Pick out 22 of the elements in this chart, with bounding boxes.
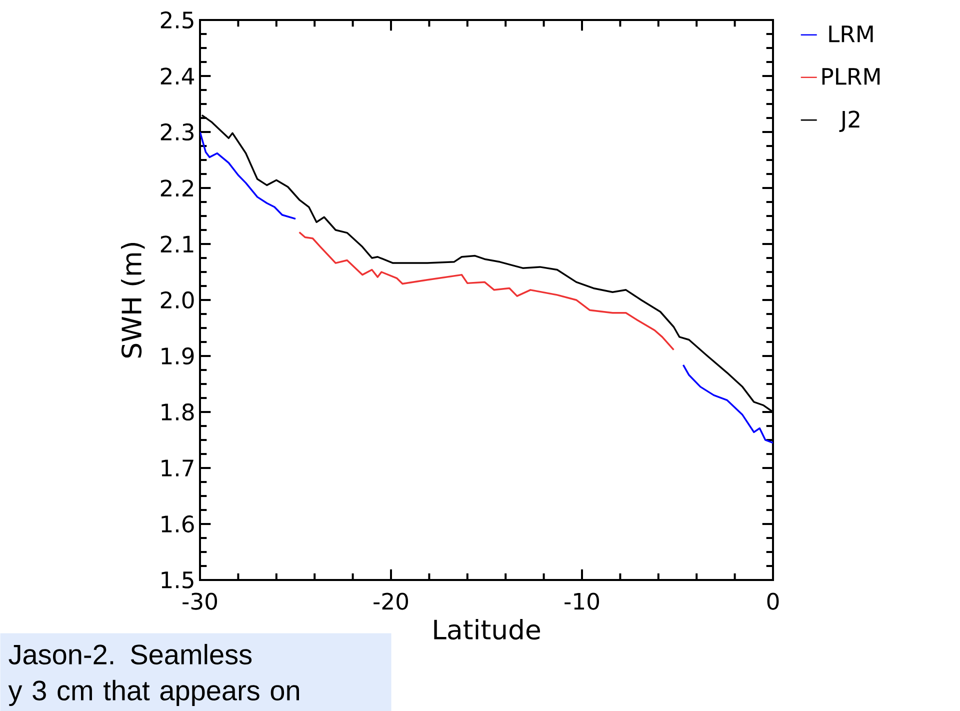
y-tick-label: 1.8: [162, 403, 194, 421]
y-tick-label: 2.1: [160, 236, 194, 252]
y-tick-label: 1.7: [162, 460, 194, 476]
y-tick-label: 1.5: [162, 572, 194, 588]
y-tick-label: 1.9: [162, 347, 194, 365]
x-axis-title: Latitude: [434, 619, 540, 640]
legend-label: PLRM: [822, 68, 880, 85]
y-tick-label: 1.6: [162, 515, 194, 533]
y-tick-label: 2.2: [160, 180, 194, 196]
y-tick-label: 2.4: [160, 68, 194, 84]
x-tick-label: -10: [564, 592, 600, 610]
text: Jason-2. Seamless: [8, 644, 252, 664]
y-axis-title: SWH (m): [121, 243, 145, 358]
legend-label: LRM: [829, 26, 873, 42]
x-tick-label: -30: [182, 592, 218, 610]
y-tick-label: 2.5: [160, 11, 194, 29]
x-tick-label: 0: [767, 592, 779, 610]
x-tick-label: -20: [374, 592, 408, 610]
y-tick-label: 2.3: [160, 123, 194, 141]
text: y 3 cm that appears on: [8, 680, 300, 706]
legend-label: J2: [839, 110, 860, 132]
y-tick-label: 2.0: [160, 291, 194, 309]
